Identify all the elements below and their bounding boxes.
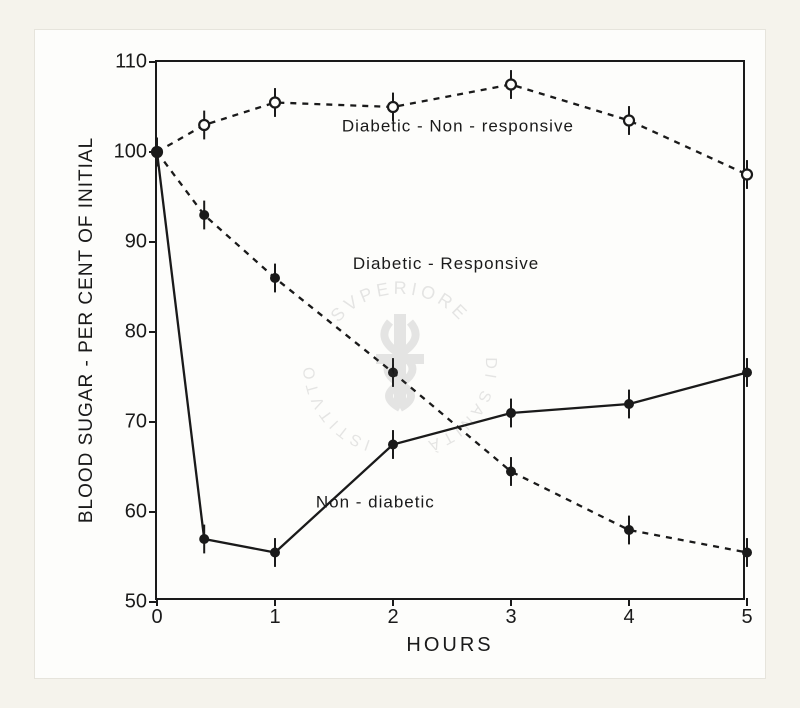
data-point — [624, 399, 634, 409]
series-line — [157, 152, 747, 553]
x-tick-label: 0 — [151, 598, 162, 629]
series-line — [157, 152, 747, 553]
data-point — [506, 408, 516, 418]
series-label: Non - diabetic — [316, 493, 435, 512]
data-point — [199, 534, 209, 544]
x-tick-label: 3 — [505, 598, 516, 629]
series-label: Diabetic - Responsive — [353, 254, 539, 273]
data-point — [624, 116, 634, 126]
data-point — [624, 525, 634, 535]
y-tick-label: 100 — [114, 141, 157, 164]
y-tick-label: 80 — [125, 321, 157, 344]
x-tick-label: 1 — [269, 598, 280, 629]
data-point — [742, 170, 752, 180]
data-point — [742, 548, 752, 558]
data-point — [270, 98, 280, 108]
data-point — [506, 467, 516, 477]
y-tick-label: 110 — [115, 51, 157, 74]
series-label: Diabetic - Non - responsive — [342, 116, 574, 135]
data-point — [388, 102, 398, 112]
plot-area: BLOOD SUGAR - PER CENT OF INITIAL HOURS … — [155, 60, 745, 600]
x-axis-title: HOURS — [406, 634, 493, 657]
data-point — [388, 368, 398, 378]
data-point — [388, 440, 398, 450]
y-tick-label: 70 — [125, 411, 157, 434]
chart-frame: BLOOD SUGAR - PER CENT OF INITIAL HOURS … — [35, 30, 765, 678]
data-point — [199, 120, 209, 130]
data-point — [742, 368, 752, 378]
x-tick-label: 4 — [623, 598, 634, 629]
x-tick-label: 5 — [741, 598, 752, 629]
x-tick-label: 2 — [387, 598, 398, 629]
y-tick-label: 90 — [125, 231, 157, 254]
data-point — [270, 548, 280, 558]
y-tick-label: 60 — [125, 501, 157, 524]
data-point — [199, 210, 209, 220]
data-point — [270, 273, 280, 283]
data-point — [506, 80, 516, 90]
y-axis-title: BLOOD SUGAR - PER CENT OF INITIAL — [76, 137, 98, 523]
chart-svg: Diabetic - Non - responsive Diabetic - Re… — [157, 62, 747, 602]
